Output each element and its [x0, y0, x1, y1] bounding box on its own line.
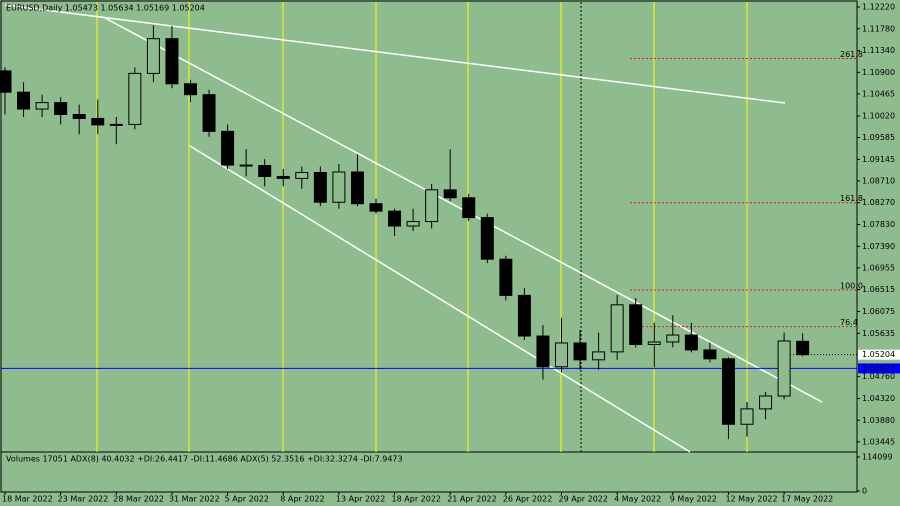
candle-body [17, 91, 31, 110]
candle-body [555, 342, 568, 368]
candle-body [146, 38, 160, 74]
candle-body [0, 70, 12, 93]
y-tick-label: 1.05635 [862, 329, 895, 338]
candle-body [239, 164, 253, 167]
candle-body [128, 72, 142, 125]
y-tick-label: 1.03445 [862, 437, 895, 446]
candle-body [517, 294, 531, 337]
x-tick-label: 5 Apr 2022 [225, 495, 269, 504]
x-tick-label: 13 Apr 2022 [336, 495, 385, 504]
fib-label: 161.8 [840, 194, 863, 203]
y-tick-label: 1.12220 [862, 2, 895, 11]
y-tick-label: 1.07390 [862, 242, 895, 251]
candle-body [91, 117, 105, 126]
x-tick-label: 18 Apr 2022 [392, 495, 441, 504]
y-tick-label: 1.11780 [862, 24, 895, 33]
x-tick-label: 12 May 2022 [725, 495, 777, 504]
y-tick-label: 0 [862, 487, 867, 496]
y-tick-label: 1.07830 [862, 220, 895, 229]
y-tick-label: 1.10465 [862, 89, 895, 98]
y-tick-label: 1.09585 [862, 133, 895, 142]
candle-body [109, 123, 123, 126]
x-tick-label: 28 Mar 2022 [113, 495, 164, 504]
candle-body [629, 304, 643, 345]
candle-body [740, 408, 754, 425]
y-tick-label: 1.08710 [862, 176, 895, 185]
candle-body [499, 258, 513, 296]
candle-body [388, 210, 402, 227]
x-tick-label: 8 Apr 2022 [280, 495, 324, 504]
x-tick-label: 4 May 2022 [614, 495, 661, 504]
y-tick-label: 1.06075 [862, 307, 895, 316]
candle-body [647, 341, 661, 345]
candle-body [35, 102, 49, 110]
y-tick-label: 1.04320 [862, 394, 895, 403]
fib-label: 261.8 [840, 50, 863, 59]
candle-body [666, 334, 680, 343]
candle-body [703, 349, 717, 360]
x-tick-label: 26 Apr 2022 [503, 495, 552, 504]
x-tick-label: 31 Mar 2022 [169, 495, 220, 504]
price-line-box [858, 363, 900, 374]
candle-body [759, 395, 773, 410]
current-price-label: 1.05204 [862, 350, 895, 359]
x-tick-label: 21 Apr 2022 [447, 495, 496, 504]
y-tick-label: 1.10020 [862, 111, 895, 120]
chart-title: EURUSD,Daily 1.05473 1.05634 1.05169 1.0… [6, 4, 205, 13]
candle-body [276, 175, 290, 179]
y-tick-label: 1.11340 [862, 46, 895, 55]
candle-body [332, 171, 346, 203]
y-tick-label: 1.06515 [862, 285, 895, 294]
trend-line [4, 4, 786, 104]
y-tick-label: 1.04760 [862, 372, 895, 381]
indicator-title: Volumes 17051 ADX(8) 40.4032 +DI:26.4417… [6, 455, 403, 464]
candle-body [721, 358, 735, 425]
candle-body [72, 114, 86, 119]
x-tick-label: 17 May 2022 [781, 495, 833, 504]
fib-label: 76.4 [840, 318, 858, 327]
y-tick-label: 114099 [862, 453, 893, 462]
candle-body [184, 83, 197, 96]
week-lines [96, 2, 748, 452]
candle-body [777, 340, 791, 397]
candle-body [796, 340, 810, 356]
y-tick-label: 1.06955 [862, 263, 895, 272]
x-tick-label: 29 Apr 2022 [559, 495, 608, 504]
y-tick-label: 1.03880 [862, 416, 895, 425]
x-tick-label: 9 May 2022 [670, 495, 717, 504]
candle-body [350, 171, 364, 205]
candle-body [573, 342, 587, 361]
candle-body [610, 304, 624, 353]
trend-line [189, 145, 691, 453]
y-tick-label: 1.09145 [862, 155, 895, 164]
candle-body [443, 189, 457, 199]
candle-body [480, 217, 494, 260]
fib-label: 100.0 [840, 281, 863, 290]
candle-body [684, 334, 698, 351]
candle-body [462, 197, 476, 219]
candle-body [536, 335, 550, 368]
candle-body [295, 171, 309, 179]
candle-body [313, 171, 327, 203]
x-tick-label: 18 Mar 2022 [2, 495, 53, 504]
candle-body [406, 221, 420, 227]
price-line-label: 1.04927 [862, 364, 895, 373]
candle-body [221, 130, 235, 166]
x-tick-label: 23 Mar 2022 [58, 495, 109, 504]
candle-body [425, 189, 439, 223]
y-tick-label: 1.08270 [862, 198, 895, 207]
candle-body [54, 102, 68, 116]
candle-body [592, 351, 606, 361]
candle-body [165, 38, 179, 85]
candle-body [202, 94, 216, 132]
candle-body [258, 165, 272, 177]
current-price-box [858, 349, 900, 360]
candle-body [369, 203, 383, 212]
y-tick-label: 1.10900 [862, 68, 895, 77]
